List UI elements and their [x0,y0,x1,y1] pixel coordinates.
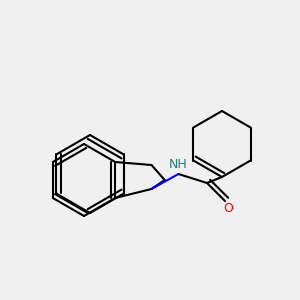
Text: NH: NH [169,158,188,171]
Text: O: O [223,202,233,215]
